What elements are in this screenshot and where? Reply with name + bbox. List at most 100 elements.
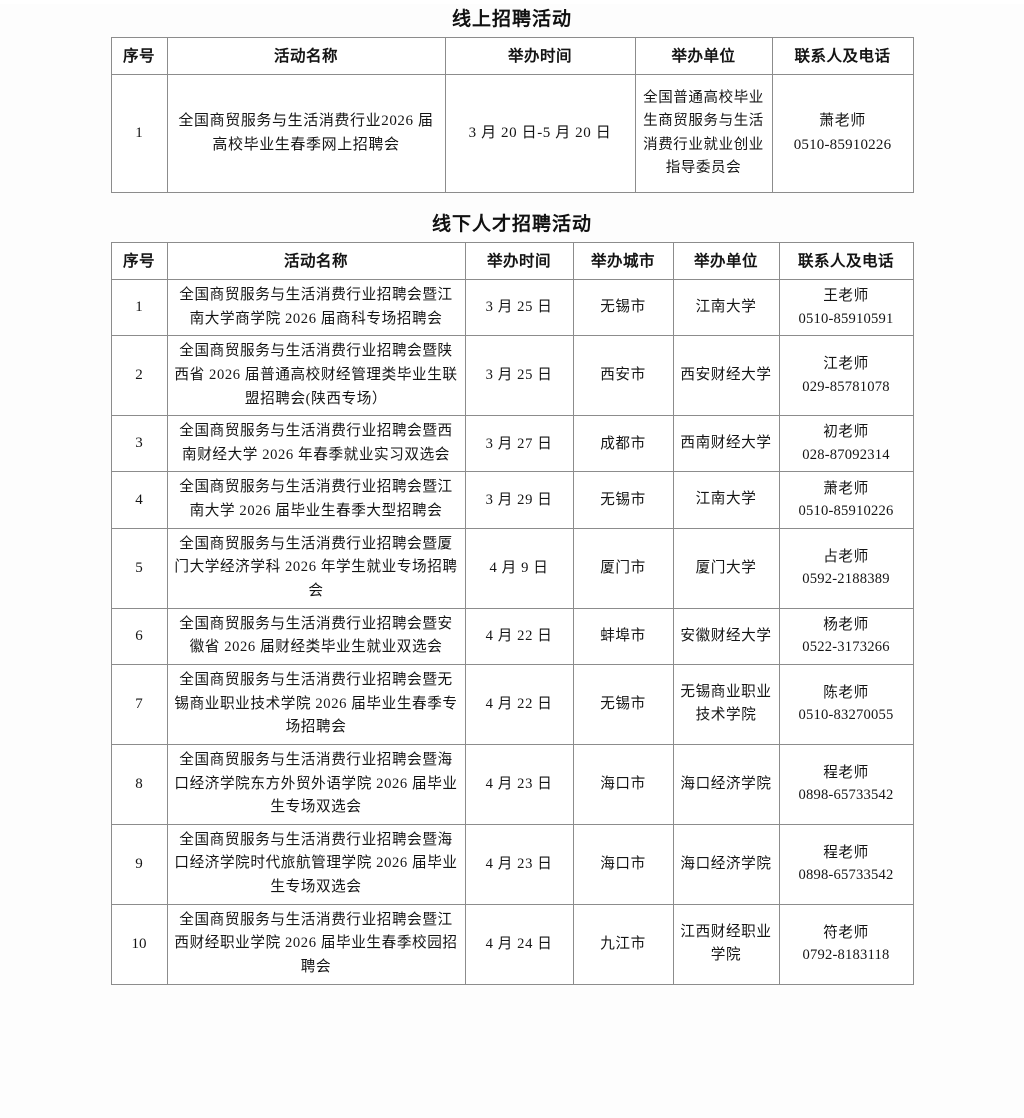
table-header-row: 序号 活动名称 举办时间 举办城市 举办单位 联系人及电话 xyxy=(110,242,914,280)
cell-org: 江南大学 xyxy=(672,471,780,529)
cell-time: 4 月 9 日 xyxy=(464,527,574,609)
cell-city: 海口市 xyxy=(572,823,674,905)
contact-person: 初老师 xyxy=(823,424,869,441)
offline-recruitment-table: 序号 活动名称 举办时间 举办城市 举办单位 联系人及电话 1 全国商贸服务与生… xyxy=(110,242,914,985)
cell-time: 3 月 27 日 xyxy=(464,415,574,473)
column-header-time: 举办时间 xyxy=(464,242,574,280)
cell-index: 1 xyxy=(110,278,168,337)
table-header-row: 序号 活动名称 举办时间 举办单位 联系人及电话 xyxy=(110,37,914,75)
contact-person: 杨老师 xyxy=(823,616,869,633)
table-row: 1 全国商贸服务与生活消费行业招聘会暨江南大学商学院 2026 届商科专场招聘会… xyxy=(110,278,914,337)
cell-contact: 初老师 028-87092314 xyxy=(778,415,914,473)
column-header-city: 举办城市 xyxy=(572,242,674,280)
column-header-org: 举办单位 xyxy=(634,37,773,75)
cell-name: 全国商贸服务与生活消费行业招聘会暨西南财经大学 2026 年春季就业实习双选会 xyxy=(166,415,466,473)
cell-index: 1 xyxy=(110,74,168,193)
cell-name: 全国商贸服务与生活消费行业招聘会暨江南大学 2026 届毕业生春季大型招聘会 xyxy=(166,471,466,529)
cell-index: 5 xyxy=(110,527,168,609)
contact-phone: 0898-65733542 xyxy=(798,867,894,884)
cell-org: 江南大学 xyxy=(672,278,780,337)
contact-phone: 0792-8183118 xyxy=(802,947,890,964)
cell-contact: 萧老师 0510-85910226 xyxy=(778,471,914,529)
contact-person: 萧老师 xyxy=(819,113,866,130)
cell-index: 3 xyxy=(110,415,168,473)
cell-org: 无锡商业职业技术学院 xyxy=(672,663,780,745)
cell-org: 安徽财经大学 xyxy=(672,607,780,665)
cell-time: 4 月 23 日 xyxy=(464,823,574,905)
cell-time: 3 月 25 日 xyxy=(464,278,574,337)
cell-time: 4 月 22 日 xyxy=(464,663,574,745)
cell-contact: 程老师 0898-65733542 xyxy=(778,823,914,905)
contact-person: 陈老师 xyxy=(823,684,869,701)
cell-index: 2 xyxy=(110,335,168,417)
contact-phone: 028-87092314 xyxy=(802,446,890,463)
cell-index: 4 xyxy=(110,471,168,529)
contact-person: 程老师 xyxy=(823,764,869,781)
contact-person: 王老师 xyxy=(823,288,869,305)
contact-person: 萧老师 xyxy=(823,480,869,497)
cell-contact: 江老师 029-85781078 xyxy=(778,335,914,417)
contact-phone: 0510-85910226 xyxy=(798,503,894,520)
table-row: 3 全国商贸服务与生活消费行业招聘会暨西南财经大学 2026 年春季就业实习双选… xyxy=(110,415,914,473)
contact-phone: 0522-3173266 xyxy=(802,639,890,656)
cell-name: 全国商贸服务与生活消费行业招聘会暨安徽省 2026 届财经类毕业生就业双选会 xyxy=(166,607,466,665)
cell-time: 4 月 24 日 xyxy=(464,903,574,985)
column-header-name: 活动名称 xyxy=(166,37,446,75)
table-row: 1 全国商贸服务与生活消费行业2026 届高校毕业生春季网上招聘会 3 月 20… xyxy=(110,74,914,193)
cell-city: 无锡市 xyxy=(572,278,674,337)
cell-city: 无锡市 xyxy=(572,663,674,745)
column-header-contact: 联系人及电话 xyxy=(778,242,914,280)
cell-org: 海口经济学院 xyxy=(672,823,780,905)
cell-contact: 程老师 0898-65733542 xyxy=(778,743,914,825)
table-row: 10 全国商贸服务与生活消费行业招聘会暨江西财经职业学院 2026 届毕业生春季… xyxy=(110,903,914,985)
cell-time: 3 月 29 日 xyxy=(464,471,574,529)
contact-person: 程老师 xyxy=(823,844,869,861)
online-recruitment-table: 序号 活动名称 举办时间 举办单位 联系人及电话 1 全国商贸服务与生活消费行业… xyxy=(110,37,914,193)
cell-org: 江西财经职业学院 xyxy=(672,903,780,985)
cell-index: 9 xyxy=(110,823,168,905)
cell-city: 西安市 xyxy=(572,335,674,417)
cell-contact: 萧老师 0510-85910226 xyxy=(771,74,914,193)
cell-time: 3 月 20 日-5 月 20 日 xyxy=(444,74,636,193)
cell-index: 7 xyxy=(110,663,168,745)
cell-contact: 杨老师 0522-3173266 xyxy=(778,607,914,665)
cell-index: 10 xyxy=(110,903,168,985)
cell-index: 6 xyxy=(110,607,168,665)
cell-name: 全国商贸服务与生活消费行业招聘会暨厦门大学经济学科 2026 年学生就业专场招聘… xyxy=(166,527,466,609)
cell-time: 3 月 25 日 xyxy=(464,335,574,417)
cell-contact: 占老师 0592-2188389 xyxy=(778,527,914,609)
contact-phone: 0592-2188389 xyxy=(802,571,890,588)
cell-city: 成都市 xyxy=(572,415,674,473)
column-header-index: 序号 xyxy=(110,37,168,75)
document-page: 线上招聘活动 序号 活动名称 举办时间 举办单位 联系人及电话 1 全国商贸服务… xyxy=(0,4,1024,1118)
table-row: 6 全国商贸服务与生活消费行业招聘会暨安徽省 2026 届财经类毕业生就业双选会… xyxy=(110,607,914,665)
table-row: 8 全国商贸服务与生活消费行业招聘会暨海口经济学院东方外贸外语学院 2026 届… xyxy=(110,743,914,825)
table-row: 5 全国商贸服务与生活消费行业招聘会暨厦门大学经济学科 2026 年学生就业专场… xyxy=(110,527,914,609)
cell-index: 8 xyxy=(110,743,168,825)
cell-org: 西南财经大学 xyxy=(672,415,780,473)
contact-person: 符老师 xyxy=(823,924,869,941)
cell-name: 全国商贸服务与生活消费行业2026 届高校毕业生春季网上招聘会 xyxy=(166,74,446,193)
cell-city: 厦门市 xyxy=(572,527,674,609)
cell-name: 全国商贸服务与生活消费行业招聘会暨江南大学商学院 2026 届商科专场招聘会 xyxy=(166,278,466,337)
table-row: 9 全国商贸服务与生活消费行业招聘会暨海口经济学院时代旅航管理学院 2026 届… xyxy=(110,823,914,905)
cell-org: 西安财经大学 xyxy=(672,335,780,417)
contact-phone: 0510-85910591 xyxy=(798,310,894,327)
cell-time: 4 月 23 日 xyxy=(464,743,574,825)
table-row: 2 全国商贸服务与生活消费行业招聘会暨陕西省 2026 届普通高校财经管理类毕业… xyxy=(110,335,914,417)
column-header-time: 举办时间 xyxy=(444,37,636,75)
online-section-title: 线上招聘活动 xyxy=(451,8,572,30)
cell-city: 无锡市 xyxy=(572,471,674,529)
contact-person: 占老师 xyxy=(823,548,869,565)
cell-city: 九江市 xyxy=(572,903,674,985)
column-header-org: 举办单位 xyxy=(672,242,780,280)
cell-org: 全国普通高校毕业生商贸服务与生活消费行业就业创业指导委员会 xyxy=(634,74,773,193)
table-row: 4 全国商贸服务与生活消费行业招聘会暨江南大学 2026 届毕业生春季大型招聘会… xyxy=(110,471,914,529)
cell-org: 海口经济学院 xyxy=(672,743,780,825)
offline-section-title: 线下人才招聘活动 xyxy=(431,213,592,235)
cell-name: 全国商贸服务与生活消费行业招聘会暨海口经济学院时代旅航管理学院 2026 届毕业… xyxy=(166,823,466,905)
cell-city: 海口市 xyxy=(572,743,674,825)
cell-name: 全国商贸服务与生活消费行业招聘会暨海口经济学院东方外贸外语学院 2026 届毕业… xyxy=(166,743,466,825)
contact-phone: 0510-83270055 xyxy=(798,707,894,724)
column-header-name: 活动名称 xyxy=(166,242,466,280)
